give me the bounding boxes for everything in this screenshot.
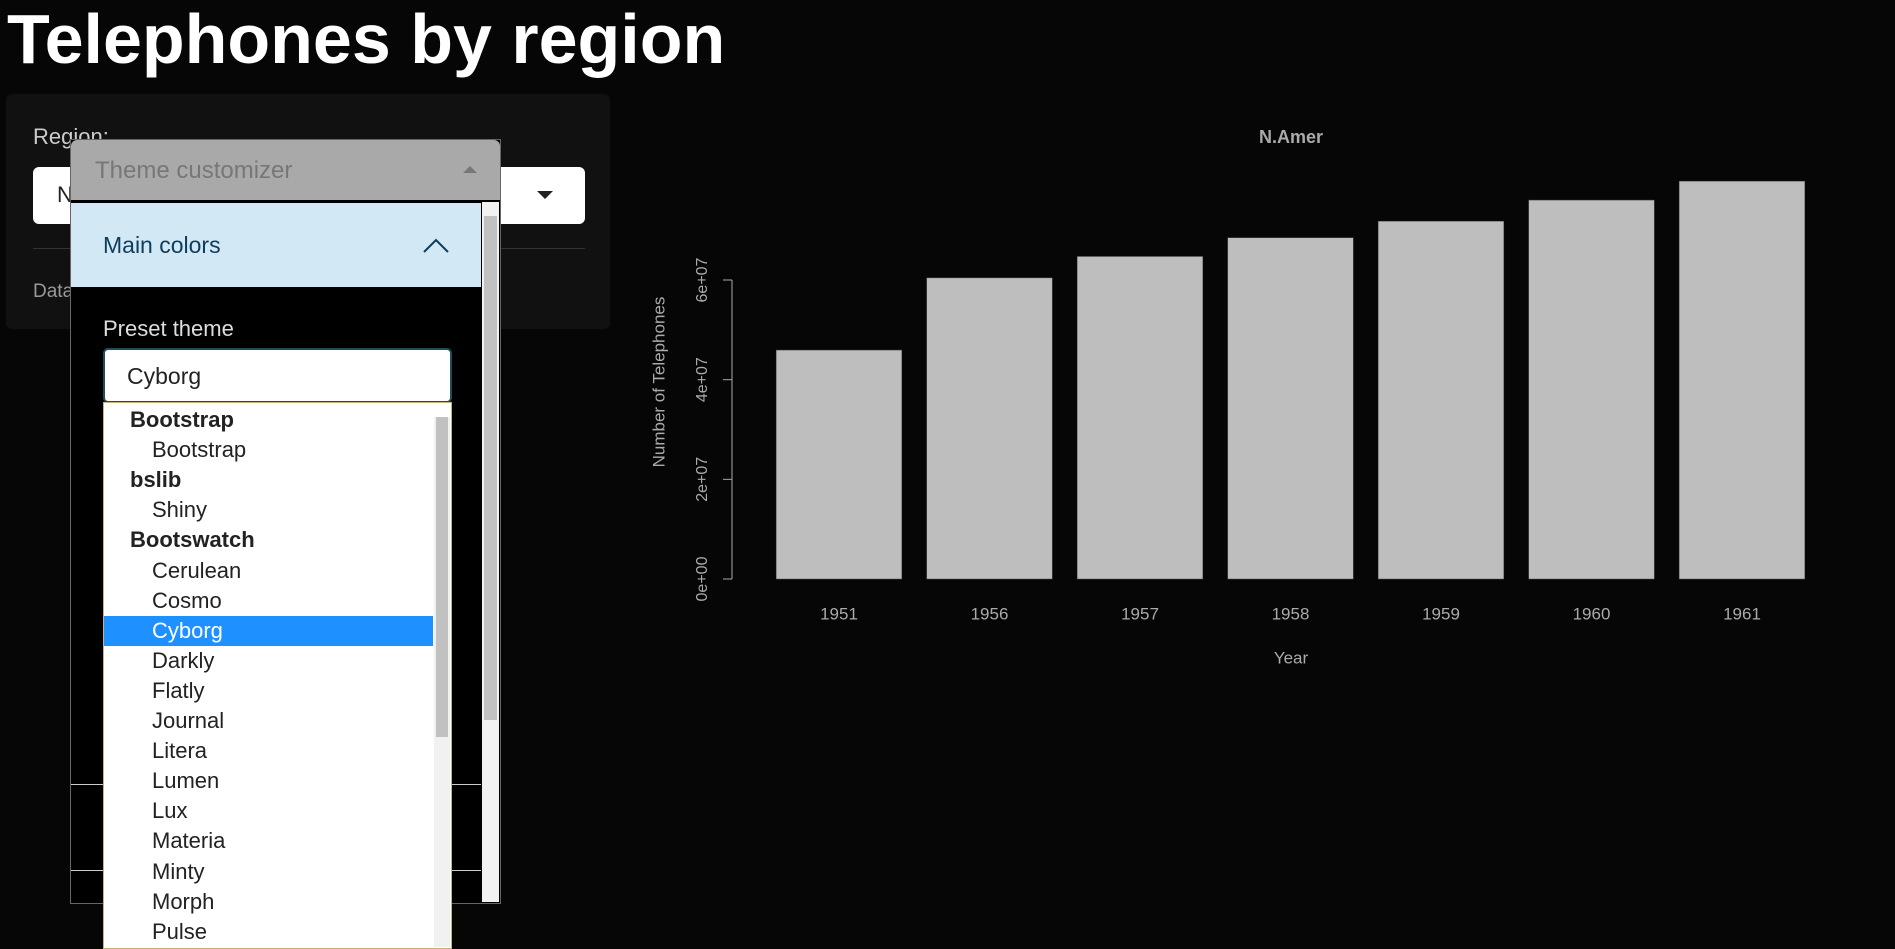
y-tick-label: 2e+07: [694, 457, 711, 502]
chevron: [423, 238, 449, 253]
x-tick-label: 1961: [1723, 604, 1761, 623]
section-title: Main colors: [103, 232, 221, 258]
x-axis-label: Year: [1274, 648, 1309, 667]
customizer-title: Theme customizer: [95, 157, 293, 184]
x-tick-label: 1959: [1422, 604, 1460, 623]
option[interactable]: Minty: [152, 858, 205, 884]
bar: [1076, 256, 1204, 580]
preset-label: Preset theme: [103, 316, 234, 341]
option[interactable]: Lux: [152, 798, 188, 824]
chart: N.Amer Year Number of Telephones 0e+00 2e…: [649, 127, 1806, 667]
preset-dropdown: Bootstrap Bootstrap bslib Shiny Bootswatch Ce…: [103, 402, 452, 949]
bar: [775, 349, 903, 580]
preset-input[interactable]: Cyborg: [103, 348, 452, 403]
option[interactable]: Shiny: [152, 497, 208, 523]
scrollbar: [482, 202, 499, 902]
x-tick-label: 1958: [1272, 604, 1310, 623]
option-group: bslib: [130, 467, 182, 493]
customizer-header[interactable]: Theme customizer: [71, 140, 500, 200]
option[interactable]: Lumen: [152, 768, 220, 794]
option[interactable]: Cosmo: [152, 587, 222, 613]
y-tick-label: 6e+07: [694, 257, 711, 302]
collapse-icon: [463, 166, 477, 173]
option-group: Bootswatch: [130, 527, 255, 553]
x-tick-label: 1956: [971, 604, 1009, 623]
y-axis-label: Number of Telephones: [649, 297, 668, 468]
option[interactable]: Flatly: [152, 677, 205, 703]
option[interactable]: Darkly: [152, 647, 215, 673]
option-group: Bootstrap: [130, 407, 234, 432]
scroll-thumb: [484, 216, 497, 720]
x-tick-label: 1957: [1121, 604, 1159, 623]
section-header[interactable]: Main colors: [71, 203, 481, 287]
option[interactable]: Materia: [152, 828, 226, 854]
option[interactable]: Bootstrap: [152, 437, 247, 463]
bar: [1377, 220, 1505, 580]
x-tick-label: 1960: [1573, 604, 1611, 623]
bar: [1678, 180, 1806, 580]
bar: [1227, 237, 1354, 580]
option[interactable]: Litera: [152, 738, 208, 764]
preset-value: Cyborg: [127, 363, 202, 389]
option[interactable]: Journal: [152, 708, 225, 733]
option[interactable]: Cyborg: [104, 615, 433, 646]
list-scrollbar: [434, 417, 450, 947]
y-tick-label: 0e+00: [694, 556, 711, 601]
theme-customizer: Theme customizer Main colors Preset them…: [70, 139, 501, 949]
scroll-thumb: [436, 417, 448, 737]
option[interactable]: Cerulean: [152, 557, 242, 583]
y-tick-label: 4e+07: [694, 357, 711, 402]
bar: [1528, 199, 1655, 580]
option[interactable]: Pulse: [152, 918, 208, 944]
bar: [926, 277, 1053, 580]
chart-title: N.Amer: [1259, 127, 1323, 147]
caret: [537, 191, 553, 199]
page-title: Telephones by region: [7, 0, 726, 78]
option[interactable]: Morph: [152, 888, 215, 914]
x-tick-label: 1951: [820, 604, 858, 623]
